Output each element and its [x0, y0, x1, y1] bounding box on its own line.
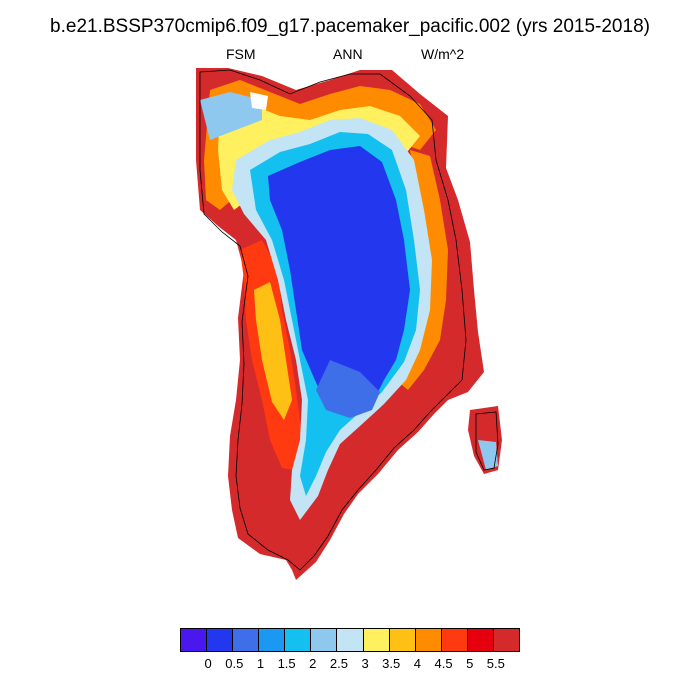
colorbar-swatch [207, 629, 234, 651]
colorbar-swatch [467, 629, 494, 651]
map-low-flux-core [268, 146, 410, 412]
colorbar-ticks: 0 0.5 1 1.5 2 2.5 3 3.5 4 4.5 5 5.5 [180, 656, 520, 674]
map-island-coastline [475, 411, 499, 471]
colorbar-swatch [441, 629, 468, 651]
map-northwest-white [250, 92, 268, 110]
colorbar-tick-label: 3 [361, 656, 369, 671]
season-label: ANN [333, 46, 363, 62]
colorbar-tick-label: 5.5 [486, 656, 505, 671]
plot-title: b.e21.BSSP370cmip6.f09_g17.pacemaker_pac… [50, 16, 650, 37]
colorbar-tick-label: 1 [256, 656, 265, 671]
map-east-island-fringe [478, 440, 498, 470]
map-mid-blue-patch [316, 360, 380, 418]
colorbar-tick-label: 3.5 [382, 656, 401, 671]
colorbar-tick-label: 2 [309, 656, 317, 671]
map-coastline [199, 69, 467, 571]
colorbar-swatch [493, 629, 520, 651]
colorbar-tick-label: 2.5 [329, 656, 348, 671]
colorbar-swatch [181, 629, 208, 651]
colorbar-swatch [233, 629, 260, 651]
colorbar-tick-label: 0 [204, 656, 212, 671]
colorbar-tick-label: 1.5 [277, 656, 296, 671]
colorbar-swatch [285, 629, 312, 651]
colorbar-swatch [311, 629, 338, 651]
colorbar-tick-label: 4 [413, 656, 421, 671]
colorbar-tick-label: 4.5 [434, 656, 453, 671]
colorbar-swatch [389, 629, 416, 651]
map-northwest-patch [200, 92, 262, 140]
variable-label: FSM [226, 46, 256, 62]
map-west-fringe-yellow [254, 282, 292, 420]
colorbar-swatch [337, 629, 364, 651]
colorbar-swatch [259, 629, 286, 651]
colorbar-tick-label: 0.5 [225, 656, 244, 671]
colorbar [180, 628, 520, 652]
units-label: W/m^2 [421, 46, 465, 62]
colorbar-swatch [415, 629, 442, 651]
colorbar-swatch [363, 629, 390, 651]
colorbar-tick-label: 5 [466, 656, 474, 671]
